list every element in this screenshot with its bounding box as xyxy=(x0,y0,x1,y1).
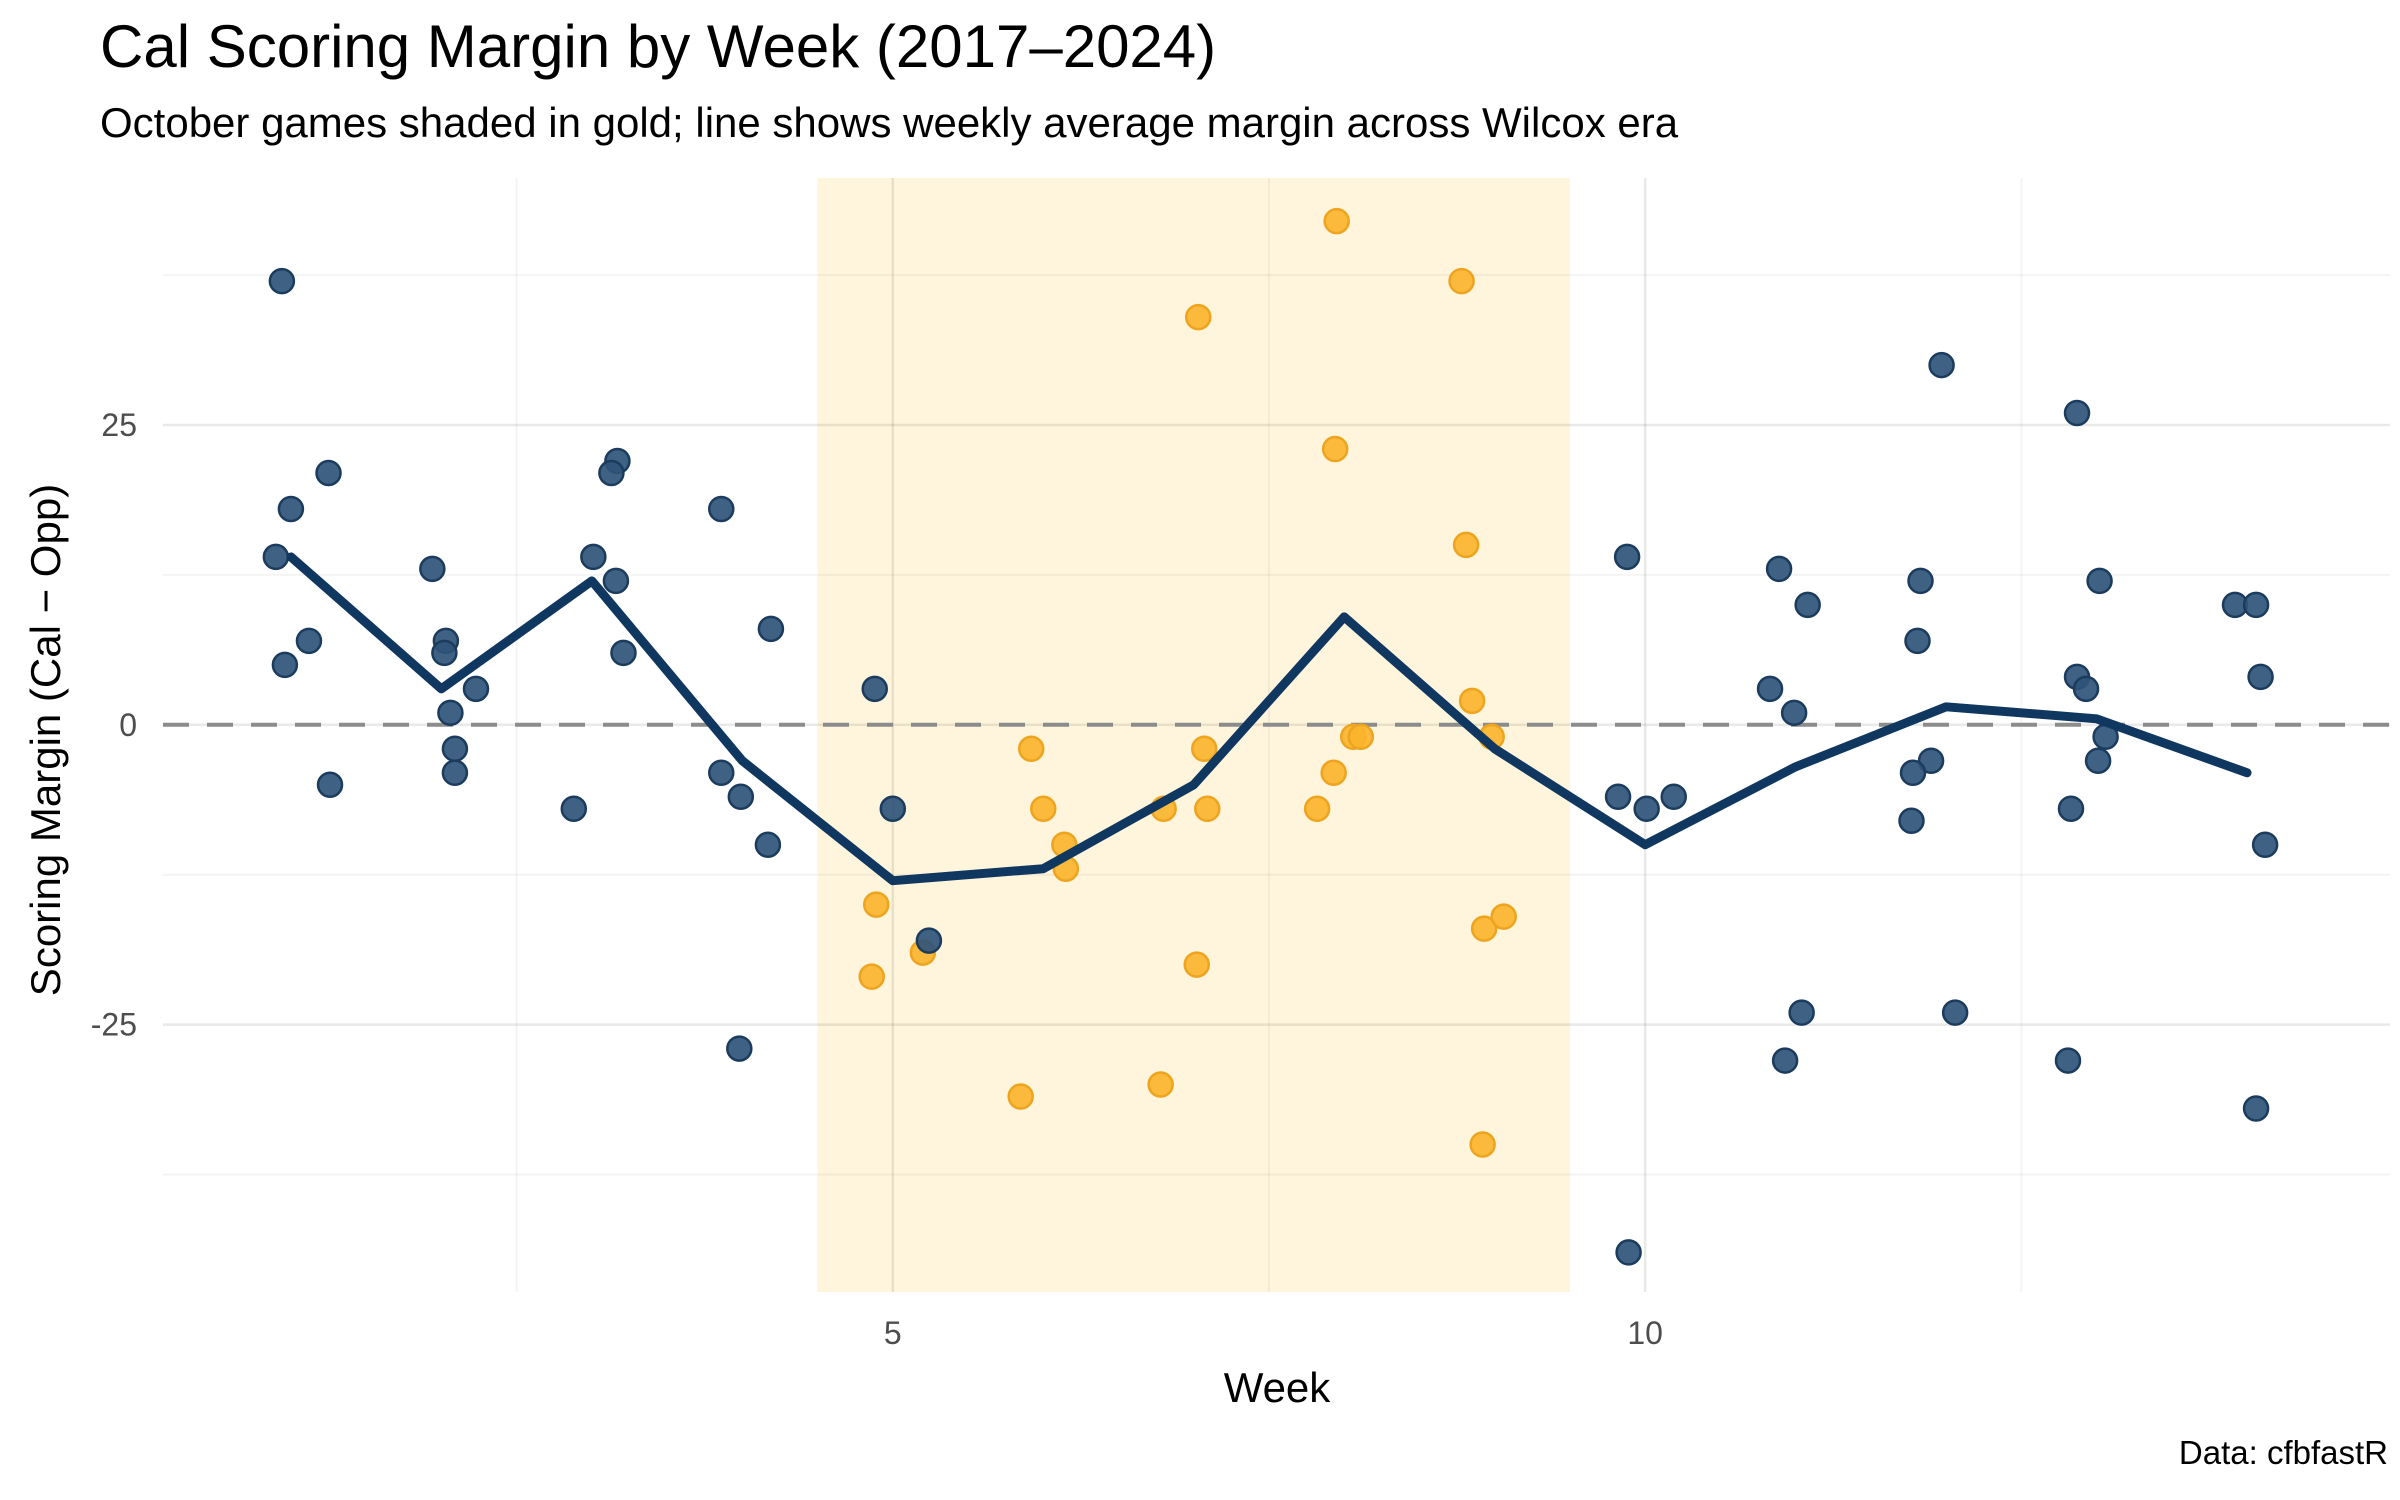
october-game-point xyxy=(1323,207,1350,235)
game-point xyxy=(462,675,490,703)
x-tick-label: 10 xyxy=(1627,1315,1663,1351)
game-point xyxy=(277,495,305,523)
game-point xyxy=(754,831,782,858)
game-point xyxy=(2057,795,2085,822)
game-point xyxy=(1898,807,1925,834)
october-game-point xyxy=(1347,723,1375,751)
game-point xyxy=(1633,795,1660,822)
game-point xyxy=(2084,747,2112,775)
game-point xyxy=(915,927,943,954)
game-point xyxy=(1604,783,1632,811)
october-shaded-band xyxy=(817,178,1570,1292)
game-point xyxy=(1941,999,1969,1026)
game-point xyxy=(1756,675,1784,703)
game-point xyxy=(1899,759,1927,787)
game-point xyxy=(2251,831,2279,858)
october-game-point xyxy=(862,891,890,918)
october-game-point xyxy=(1147,1071,1174,1098)
game-point xyxy=(1904,627,1931,655)
game-point xyxy=(727,783,755,811)
october-game-point xyxy=(1030,795,1057,822)
game-point xyxy=(610,639,637,667)
game-point xyxy=(1780,699,1808,727)
game-point xyxy=(1765,555,1793,583)
game-point xyxy=(1788,999,1815,1026)
game-point xyxy=(726,1035,753,1062)
game-point xyxy=(1907,567,1934,595)
game-point xyxy=(580,543,607,571)
game-point xyxy=(441,759,469,787)
game-point xyxy=(441,735,469,763)
game-point xyxy=(1917,747,1945,775)
game-point xyxy=(295,627,323,655)
game-point xyxy=(262,543,290,571)
chart-caption: Data: cfbfastR xyxy=(2178,1434,2388,1471)
game-point xyxy=(1771,1047,1799,1074)
game-point xyxy=(861,675,888,703)
game-point xyxy=(2054,1047,2082,1074)
y-tick-label: -25 xyxy=(91,1007,137,1043)
chart-title: Cal Scoring Margin by Week (2017–2024) xyxy=(100,13,1217,80)
chart-subtitle: October games shaded in gold; line shows… xyxy=(100,99,1679,146)
game-point xyxy=(757,615,785,643)
game-point xyxy=(2072,675,2100,703)
y-tick-label: 0 xyxy=(119,707,137,743)
game-point xyxy=(431,639,458,667)
october-game-point xyxy=(1470,915,1498,942)
game-point xyxy=(708,495,735,523)
game-point xyxy=(1615,1239,1642,1266)
game-point xyxy=(419,555,446,583)
game-point xyxy=(2247,663,2274,691)
game-point xyxy=(1928,351,1955,379)
october-game-point xyxy=(1191,735,1218,763)
game-point xyxy=(708,759,735,787)
game-point xyxy=(271,651,299,679)
game-point xyxy=(1613,543,1641,571)
october-game-point xyxy=(1321,435,1349,463)
game-point xyxy=(2086,567,2113,595)
october-game-point xyxy=(1448,267,1475,295)
october-game-point xyxy=(1469,1131,1496,1158)
game-point xyxy=(2242,591,2270,619)
game-point xyxy=(598,459,625,487)
game-point xyxy=(315,459,342,487)
game-point xyxy=(316,771,344,799)
october-game-point xyxy=(858,963,885,990)
game-point xyxy=(602,567,630,595)
x-tick-label: 5 xyxy=(884,1315,902,1351)
x-axis-title: Week xyxy=(1223,1364,1331,1411)
game-point xyxy=(1660,783,1687,811)
y-axis-title: Scoring Margin (Cal − Opp) xyxy=(22,483,69,997)
october-game-point xyxy=(1320,759,1347,787)
game-point xyxy=(2242,1095,2270,1122)
october-game-point xyxy=(1452,531,1480,559)
october-game-point xyxy=(1490,903,1517,930)
y-tick-label: 25 xyxy=(101,407,137,443)
game-point xyxy=(1794,591,1821,619)
game-point xyxy=(879,795,907,822)
october-game-point xyxy=(1185,303,1212,331)
october-game-point xyxy=(1458,687,1486,715)
game-point xyxy=(437,699,464,727)
october-game-point xyxy=(1183,951,1210,978)
october-game-point xyxy=(1194,795,1221,822)
weekly-average-trend-line xyxy=(286,552,2252,886)
game-point xyxy=(560,795,588,822)
october-game-point xyxy=(1303,795,1331,822)
october-game-point xyxy=(1007,1083,1034,1110)
game-point xyxy=(2063,399,2091,427)
october-game-point xyxy=(1017,735,1045,763)
game-point xyxy=(268,267,296,295)
